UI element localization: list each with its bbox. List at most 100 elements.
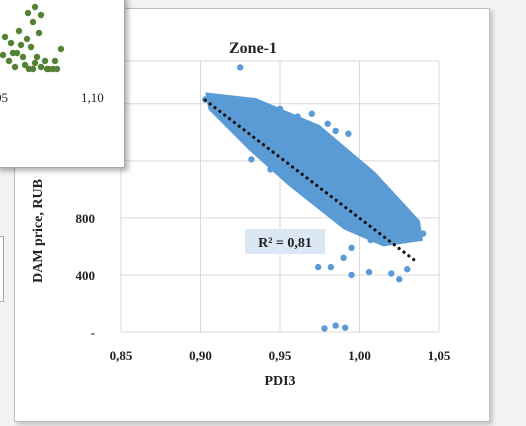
data-point — [326, 183, 333, 190]
data-point — [292, 129, 300, 136]
data-point — [321, 325, 328, 332]
data-point — [357, 169, 365, 176]
inset-data-point — [43, 65, 51, 73]
data-point — [295, 160, 303, 167]
inset-data-point — [51, 57, 59, 65]
data-point — [340, 194, 347, 202]
inset-data-point — [27, 43, 35, 51]
data-point — [294, 113, 301, 120]
inset-data-point — [24, 9, 32, 17]
data-point — [367, 236, 374, 244]
y-tick-label: 800 — [76, 211, 96, 226]
x-tick-label: 1,00 — [348, 348, 371, 363]
inset-data-point — [0, 51, 7, 59]
data-point — [248, 156, 255, 163]
data-point — [396, 276, 403, 283]
data-point — [286, 173, 293, 180]
data-point — [268, 139, 276, 146]
x-tick-label: 0,90 — [189, 348, 212, 363]
inset-data-point — [23, 35, 31, 43]
data-point — [311, 151, 319, 159]
data-point — [365, 268, 373, 276]
chart-title: Zone-1 — [229, 40, 277, 57]
data-point — [348, 271, 355, 279]
x-axis-label: PDI3 — [264, 374, 295, 389]
data-point — [364, 210, 371, 217]
inset-data-point — [57, 45, 65, 53]
data-point — [254, 119, 261, 126]
data-point — [345, 130, 352, 137]
data-point — [316, 136, 323, 144]
data-point — [314, 263, 322, 271]
data-point — [334, 189, 341, 196]
data-point — [318, 174, 325, 182]
data-point — [351, 158, 358, 165]
data-point — [276, 105, 284, 112]
inset-data-point — [49, 65, 57, 73]
data-point — [411, 228, 419, 235]
r-squared-box — [245, 229, 325, 254]
inset-data-point — [29, 18, 37, 26]
data-point — [400, 230, 408, 237]
data-point — [327, 263, 335, 271]
inset-data-point — [37, 11, 45, 19]
data-point — [391, 227, 398, 234]
data-point — [289, 153, 296, 160]
data-point — [341, 324, 349, 331]
x-tick-label: 0,85 — [110, 348, 133, 363]
y-tick-label: - — [91, 325, 95, 340]
inset-data-point — [11, 63, 19, 71]
data-point — [281, 134, 288, 142]
data-point — [388, 270, 395, 277]
inset-data-point — [21, 61, 29, 69]
inset-scatter-chart: 05 1,10 — [0, 3, 104, 105]
data-point — [348, 199, 355, 207]
data-point — [356, 206, 363, 213]
data-point — [383, 223, 390, 230]
x-tick-label: 1,05 — [428, 348, 451, 363]
data-point — [305, 167, 312, 175]
x-tick-label: 0,95 — [269, 348, 292, 363]
data-point — [308, 110, 315, 117]
r-squared-label: R² = 0,81 — [258, 236, 312, 251]
data-point — [237, 64, 244, 71]
data-point — [346, 177, 354, 185]
inset-data-point — [37, 63, 45, 71]
inset-data-point — [5, 57, 13, 65]
y-axis-label: DAM price, RUB — [31, 179, 46, 283]
inset-data-point — [19, 53, 27, 61]
inset-data-point — [9, 49, 17, 57]
data-point — [419, 230, 427, 237]
point-cloud — [205, 92, 424, 247]
trendline — [203, 98, 417, 263]
inset-data-point — [31, 3, 39, 11]
data-point — [373, 217, 381, 224]
data-point — [332, 127, 339, 135]
inset-x-tick-label: 1,10 — [81, 90, 104, 105]
inset-data-point — [35, 29, 43, 37]
main-chart-panel[interactable]: R² = 0,81 Zone-1 PDI3 DAM price, RUB 0,8… — [14, 8, 490, 422]
inset-data-point — [41, 57, 49, 65]
data-point — [348, 244, 355, 252]
inset-data-point — [1, 33, 9, 41]
inset-data-point — [33, 53, 41, 61]
data-point — [246, 109, 253, 116]
data-point — [276, 144, 284, 152]
data-point — [324, 120, 331, 127]
data-point — [267, 166, 274, 173]
data-point — [262, 129, 269, 136]
data-point — [216, 104, 223, 111]
inset-data-point — [31, 59, 39, 67]
inset-x-tick-label: 05 — [0, 90, 8, 105]
zone1-scatter-chart: R² = 0,81 Zone-1 PDI3 DAM price, RUB 0,8… — [31, 40, 451, 389]
inset-data-point — [25, 65, 33, 73]
inset-data-point — [17, 41, 25, 49]
inset-data-point — [15, 27, 23, 35]
offscreen-panel-edge — [0, 236, 4, 302]
data-point — [404, 266, 411, 273]
data-point — [340, 254, 347, 262]
inset-data-point — [7, 39, 15, 47]
data-point — [332, 322, 339, 329]
inset-chart-panel[interactable]: 05 1,10 — [0, 0, 125, 168]
y-tick-label: 400 — [76, 268, 96, 283]
